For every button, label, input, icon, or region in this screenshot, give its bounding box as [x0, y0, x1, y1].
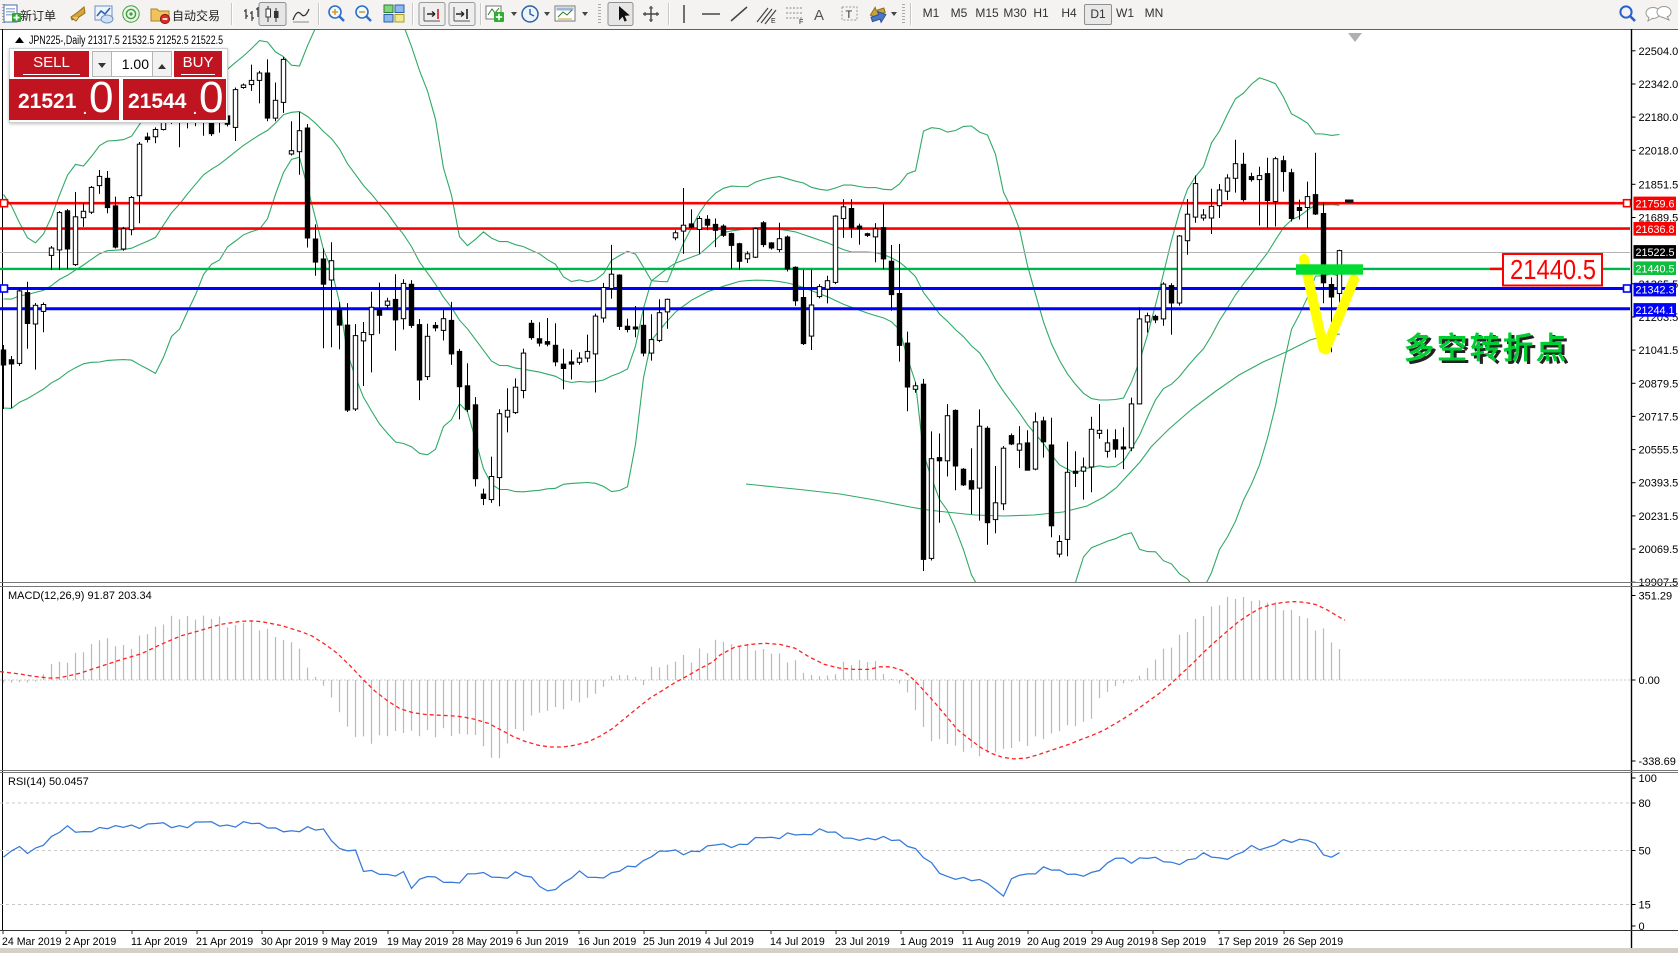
svg-text:80: 80 [1639, 798, 1651, 810]
svg-text:21 Apr 2019: 21 Apr 2019 [196, 936, 253, 948]
svg-text:22018.0: 22018.0 [1639, 145, 1678, 157]
svg-text:2 Apr 2019: 2 Apr 2019 [65, 936, 116, 948]
svg-text:19907.5: 19907.5 [1639, 577, 1678, 589]
svg-text:MACD(12,26,9) 91.87 203.34: MACD(12,26,9) 91.87 203.34 [8, 590, 152, 602]
svg-text:21440.5: 21440.5 [1510, 254, 1596, 285]
svg-text:25 Jun 2019: 25 Jun 2019 [643, 936, 701, 948]
svg-text:20717.5: 20717.5 [1639, 411, 1678, 423]
svg-text:9 May 2019: 9 May 2019 [322, 936, 377, 948]
svg-text:50: 50 [1639, 846, 1651, 858]
svg-text:20555.5: 20555.5 [1639, 445, 1678, 457]
svg-text:21522.5: 21522.5 [1636, 247, 1675, 259]
svg-text:F: F [799, 19, 803, 26]
svg-text:1 Aug 2019: 1 Aug 2019 [900, 936, 954, 948]
svg-text:22180.0: 22180.0 [1639, 112, 1678, 124]
svg-text:16 Jun 2019: 16 Jun 2019 [578, 936, 636, 948]
svg-text:20069.5: 20069.5 [1639, 544, 1678, 556]
svg-text:20 Aug 2019: 20 Aug 2019 [1027, 936, 1087, 948]
svg-text:T: T [846, 9, 853, 21]
svg-text:4 Jul 2019: 4 Jul 2019 [705, 936, 754, 948]
svg-text:-338.69: -338.69 [1639, 756, 1676, 768]
svg-text:21342.3: 21342.3 [1636, 285, 1675, 297]
svg-text:多空转折点: 多空转折点 [1404, 333, 1569, 366]
svg-text:21759.6: 21759.6 [1636, 199, 1675, 211]
svg-text:19 May 2019: 19 May 2019 [387, 936, 448, 948]
svg-text:21244.1: 21244.1 [1636, 305, 1675, 317]
svg-text:JPN225-,Daily 21317.5 21532.5: JPN225-,Daily 21317.5 21532.5 21252.5 21… [29, 35, 223, 47]
svg-text:0: 0 [1639, 921, 1645, 933]
svg-text:21041.5: 21041.5 [1639, 345, 1678, 357]
svg-text:21851.5: 21851.5 [1639, 179, 1678, 191]
svg-text:351.29: 351.29 [1639, 591, 1673, 603]
svg-text:24 Mar 2019: 24 Mar 2019 [2, 936, 62, 948]
svg-text:22342.0: 22342.0 [1639, 79, 1678, 91]
svg-text:20393.5: 20393.5 [1639, 478, 1678, 490]
svg-text:8 Sep 2019: 8 Sep 2019 [1152, 936, 1206, 948]
svg-text:21636.8: 21636.8 [1636, 224, 1675, 236]
svg-text:100: 100 [1639, 773, 1657, 785]
svg-text:29 Aug 2019: 29 Aug 2019 [1091, 936, 1151, 948]
svg-text:14 Jul 2019: 14 Jul 2019 [770, 936, 825, 948]
svg-text:15: 15 [1639, 900, 1651, 912]
svg-text:30 Apr 2019: 30 Apr 2019 [261, 936, 318, 948]
svg-text:0.00: 0.00 [1639, 675, 1660, 687]
svg-text:21689.5: 21689.5 [1639, 213, 1678, 225]
svg-text:A: A [814, 7, 824, 24]
svg-text:11 Aug 2019: 11 Aug 2019 [962, 936, 1021, 948]
svg-text:22504.0: 22504.0 [1639, 46, 1678, 58]
svg-text:28 May 2019: 28 May 2019 [452, 936, 513, 948]
svg-text:20879.5: 20879.5 [1639, 378, 1678, 390]
svg-text:17 Sep 2019: 17 Sep 2019 [1218, 936, 1278, 948]
svg-text:E: E [771, 18, 776, 25]
svg-text:11 Apr 2019: 11 Apr 2019 [131, 936, 187, 948]
svg-text:20231.5: 20231.5 [1639, 511, 1678, 523]
svg-text:23 Jul 2019: 23 Jul 2019 [835, 936, 890, 948]
svg-text:RSI(14) 50.0457: RSI(14) 50.0457 [8, 776, 89, 788]
svg-text:6 Jun 2019: 6 Jun 2019 [516, 936, 569, 948]
svg-text:21440.5: 21440.5 [1636, 263, 1675, 275]
svg-text:多空转折点: 多空转折点 [1407, 335, 1572, 368]
svg-text:26 Sep 2019: 26 Sep 2019 [1283, 936, 1343, 948]
